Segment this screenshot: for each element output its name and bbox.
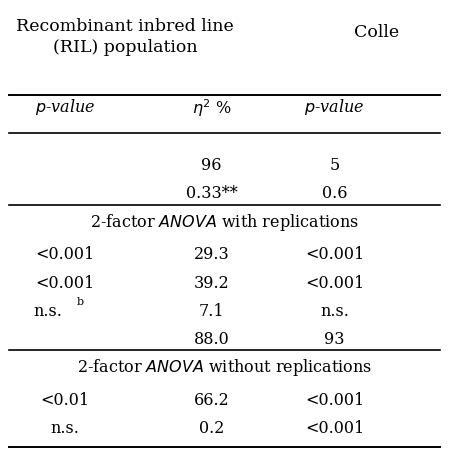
Text: $p$-value: $p$-value [304,97,365,117]
Text: 93: 93 [324,331,345,348]
Text: b: b [76,297,84,307]
Text: <0.01: <0.01 [40,392,90,409]
Text: 5: 5 [329,157,339,174]
Text: 0.33**: 0.33** [186,185,238,202]
Text: <0.001: <0.001 [305,420,364,437]
Text: 7.1: 7.1 [199,303,224,320]
Text: n.s.: n.s. [51,420,79,437]
Text: <0.001: <0.001 [35,247,95,264]
Text: 29.3: 29.3 [194,247,229,264]
Text: Colle: Colle [354,24,399,41]
Text: <0.001: <0.001 [305,275,364,291]
Text: $\eta^2$ %: $\eta^2$ % [192,97,232,119]
Text: 0.2: 0.2 [199,420,224,437]
Text: 39.2: 39.2 [194,275,229,291]
Text: Recombinant inbred line
(RIL) population: Recombinant inbred line (RIL) population [17,18,234,56]
Text: 2-factor $\mathit{ANOVA}$ with replications: 2-factor $\mathit{ANOVA}$ with replicati… [90,211,359,233]
Text: 66.2: 66.2 [194,392,229,409]
Text: <0.001: <0.001 [35,275,95,291]
Text: <0.001: <0.001 [305,392,364,409]
Text: 0.6: 0.6 [321,185,347,202]
Text: 96: 96 [201,157,222,174]
Text: 88.0: 88.0 [194,331,229,348]
Text: n.s.: n.s. [320,303,349,320]
Text: 2-factor $\mathit{ANOVA}$ without replications: 2-factor $\mathit{ANOVA}$ without replic… [77,357,372,379]
Text: $p$-value: $p$-value [35,97,95,117]
Text: <0.001: <0.001 [305,247,364,264]
Text: n.s.: n.s. [33,303,62,320]
